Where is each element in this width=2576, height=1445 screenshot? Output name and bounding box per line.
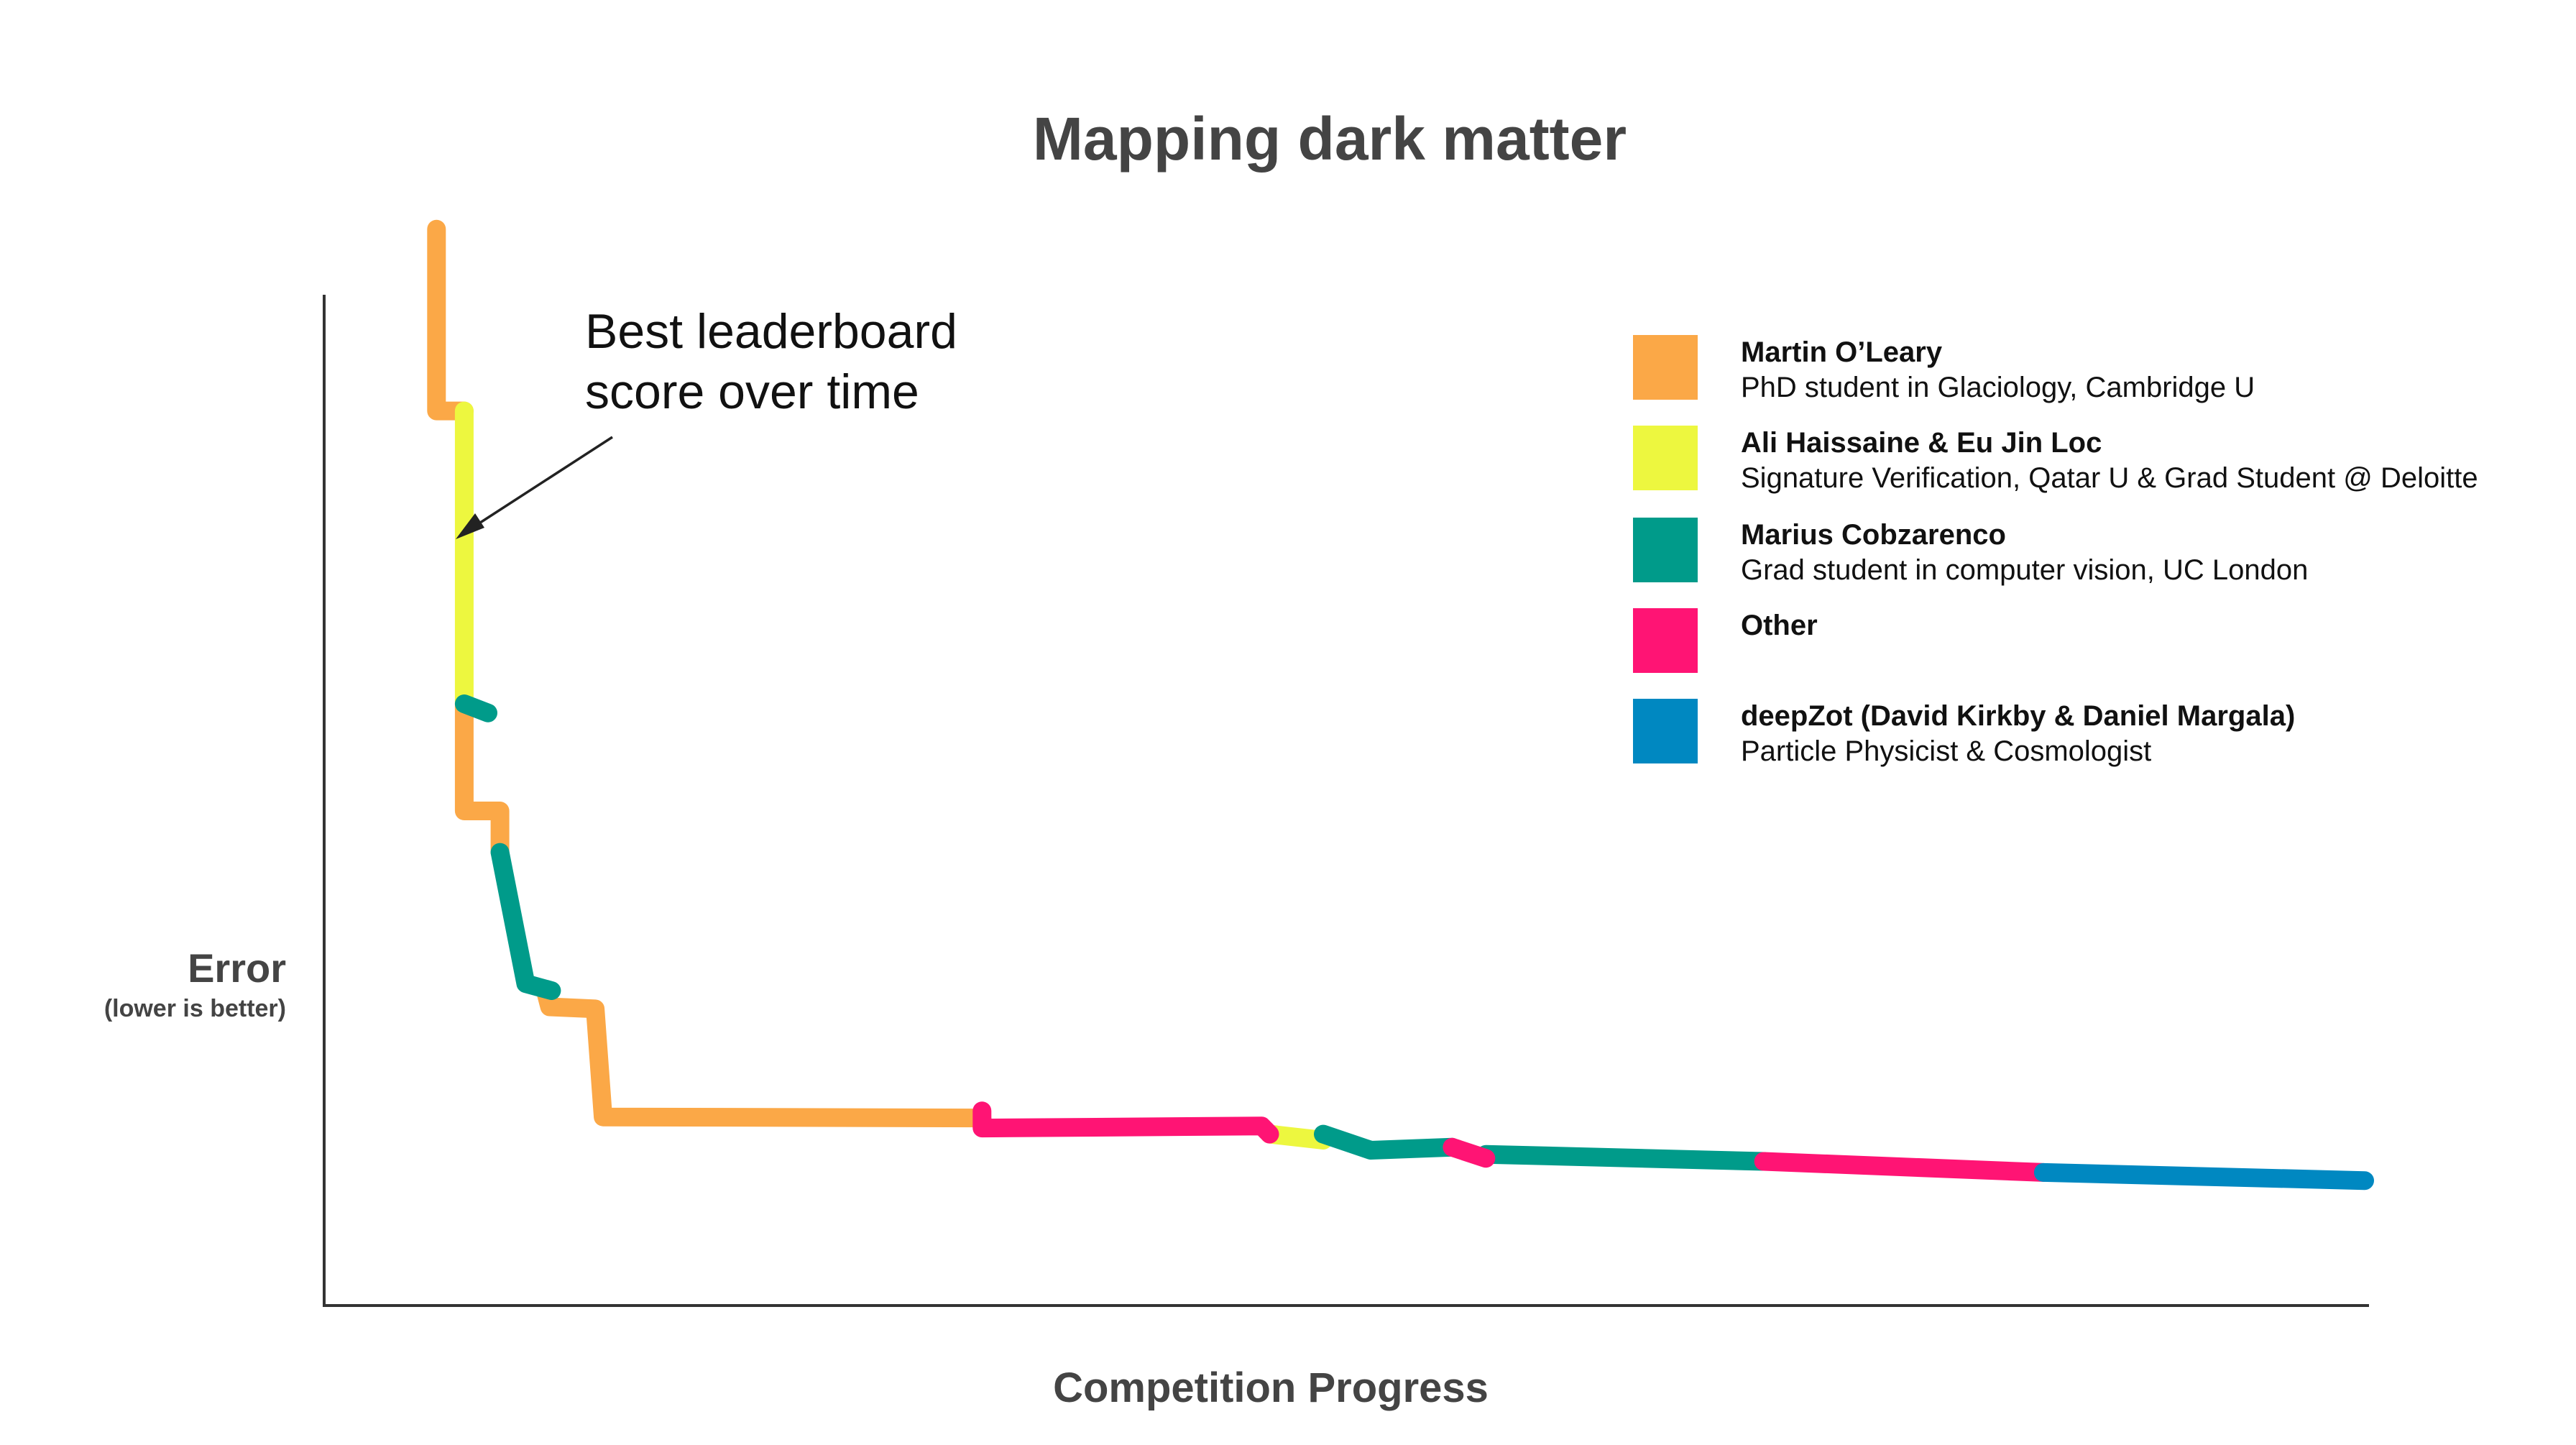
legend-description-5: Particle Physicist & Cosmologist xyxy=(1741,735,2151,767)
plot-area xyxy=(427,219,2374,1191)
annotation-line-2: score over time xyxy=(585,364,919,419)
annotation-arrowhead xyxy=(456,513,484,539)
series-martin-o-leary-segment-1 xyxy=(427,219,474,421)
series-marius-cobzarenco-segment-2 xyxy=(490,843,561,1000)
legend-swatch-2 xyxy=(1633,426,1698,490)
legend-description-2: Signature Verification, Qatar U & Grad S… xyxy=(1741,462,2478,494)
legend-description-3: Grad student in computer vision, UC Lond… xyxy=(1741,554,2308,586)
legend: Martin O’Leary PhD student in Glaciology,… xyxy=(1633,335,2478,767)
series-marius-cobzarenco-segment-3 xyxy=(1314,1124,1462,1160)
series-martin-o-leary-segment-3 xyxy=(536,982,992,1128)
series-other-segment-2 xyxy=(1443,1137,1496,1168)
x-axis-label: Competition Progress xyxy=(1053,1364,1489,1411)
series-marius-cobzarenco-segment-1 xyxy=(454,694,497,722)
series-martin-o-leary-segment-2 xyxy=(454,694,510,862)
series-deepzot-david-kirkby-daniel-margala-segment-1 xyxy=(2033,1162,2374,1191)
annotation-arrow xyxy=(465,436,613,533)
legend-description-1: PhD student in Glaciology, Cambridge U xyxy=(1741,372,2255,403)
legend-swatch-4 xyxy=(1633,608,1698,673)
legend-label-1: Martin O’Leary xyxy=(1741,336,1943,368)
legend-swatch-3 xyxy=(1633,518,1698,582)
y-axis-sublabel: (lower is better) xyxy=(104,995,286,1022)
legend-swatch-5 xyxy=(1633,699,1698,763)
chart-title: Mapping dark matter xyxy=(1033,105,1627,173)
legend-swatch-1 xyxy=(1633,335,1698,400)
annotation-line-1: Best leaderboard xyxy=(585,304,957,359)
series-other-segment-1 xyxy=(972,1101,1279,1144)
series-marius-cobzarenco-segment-4 xyxy=(1476,1144,1773,1171)
legend-label-3: Marius Cobzarenco xyxy=(1741,519,2006,551)
series-other-segment-3 xyxy=(1754,1152,2053,1182)
legend-label-4: Other xyxy=(1741,610,1818,641)
legend-label-2: Ali Haissaine & Eu Jin Loc xyxy=(1741,427,2102,459)
y-axis-label: Error xyxy=(188,945,286,991)
legend-label-5: deepZot (David Kirkby & Daniel Margala) xyxy=(1741,700,2295,732)
